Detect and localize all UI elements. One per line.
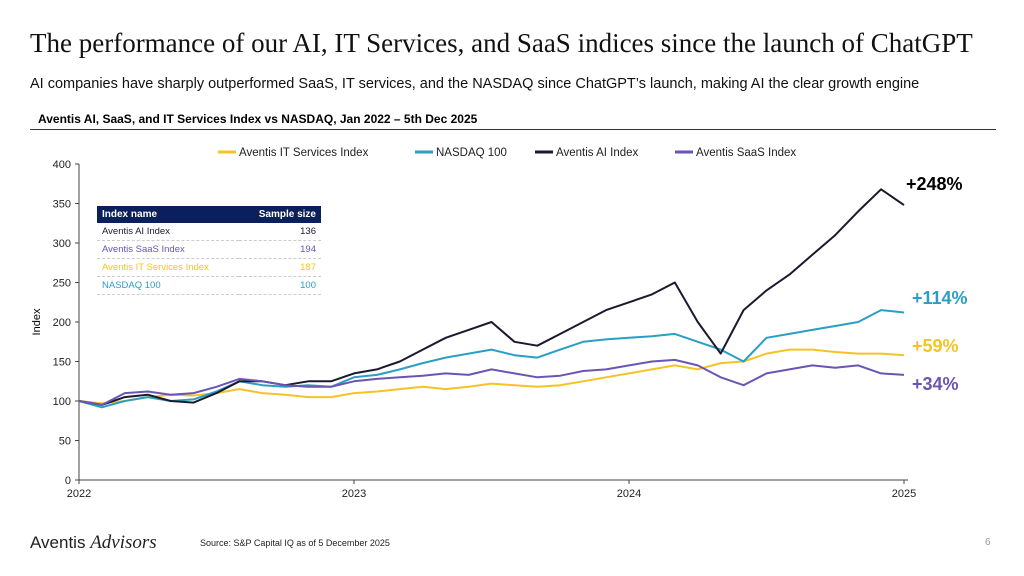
legend-label: Aventis SaaS Index	[696, 147, 796, 159]
series-line-1	[78, 309, 905, 409]
index-name: Aventis AI Index	[97, 223, 240, 241]
page-subtitle: AI companies have sharply outperformed S…	[30, 76, 920, 92]
chart-title: Aventis AI, SaaS, and IT Services Index …	[38, 112, 478, 126]
divider	[30, 129, 996, 130]
end-label: +34%	[912, 374, 959, 394]
end-label: +59%	[912, 336, 959, 356]
index-name: NASDAQ 100	[97, 276, 240, 295]
y-tick-label: 150	[53, 357, 71, 369]
y-tick-label: 400	[53, 159, 71, 171]
y-tick-label: 350	[53, 199, 71, 211]
col-header-index-name: Index name	[97, 206, 240, 223]
sample-size: 187	[239, 258, 321, 277]
source-note: Source: S&P Capital IQ as of 5 December …	[200, 538, 390, 548]
x-tick-label: 2024	[617, 488, 641, 500]
table-row: NASDAQ 100 100	[97, 276, 321, 295]
legend-label: Aventis AI Index	[556, 147, 639, 159]
y-tick-label: 100	[53, 396, 71, 408]
sample-size: 136	[239, 223, 321, 241]
y-tick-label: 250	[53, 278, 71, 290]
aventis-logo: Aventis Advisors	[30, 532, 157, 553]
x-tick-label: 2022	[67, 488, 91, 500]
sample-size: 100	[239, 276, 321, 295]
end-label: +248%	[906, 174, 963, 194]
col-header-sample-size: Sample size	[239, 206, 321, 223]
sample-size-table: Index name Sample size Aventis AI Index 1…	[97, 206, 321, 295]
y-tick-label: 0	[65, 475, 71, 487]
table-row: Aventis AI Index 136	[97, 223, 321, 241]
page-number: 6	[985, 537, 991, 548]
y-axis-label: Index	[31, 308, 43, 335]
page-title: The performance of our AI, IT Services, …	[30, 28, 973, 58]
x-tick-label: 2023	[342, 488, 366, 500]
x-tick-label: 2025	[892, 488, 916, 500]
table-row: Aventis IT Services Index 187	[97, 258, 321, 277]
y-tick-label: 50	[59, 436, 71, 448]
legend-label: Aventis IT Services Index	[239, 147, 369, 159]
y-tick-label: 200	[53, 317, 71, 329]
legend-label: NASDAQ 100	[436, 147, 507, 159]
index-name: Aventis IT Services Index	[97, 258, 240, 277]
end-label: +114%	[912, 288, 968, 308]
table-row: Aventis SaaS Index 194	[97, 240, 321, 259]
y-tick-label: 300	[53, 238, 71, 250]
sample-size: 194	[239, 240, 321, 259]
index-name: Aventis SaaS Index	[97, 240, 240, 259]
